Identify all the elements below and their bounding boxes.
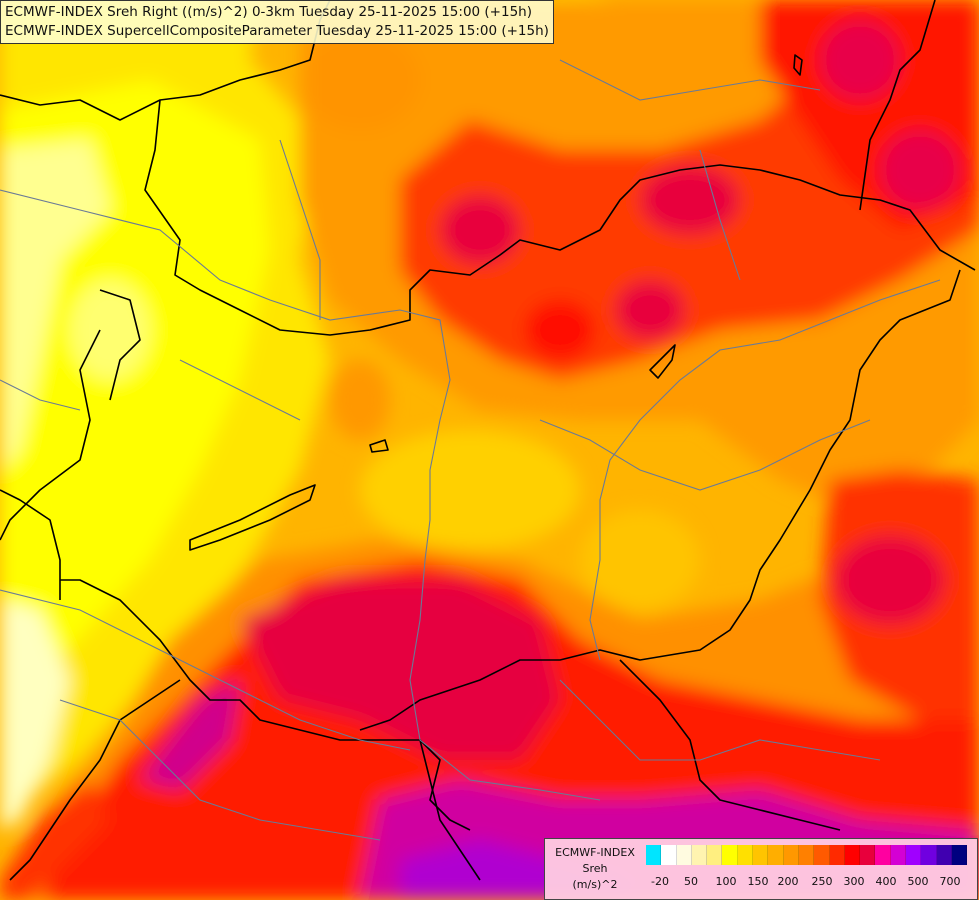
- field-yellow-pale-spot: [70, 280, 150, 380]
- legend-swatch: [829, 845, 845, 865]
- legend-swatch: [783, 845, 799, 865]
- field-red-spot-1: [525, 300, 595, 360]
- legend-colorbar: [646, 845, 968, 865]
- legend-swatch: [875, 845, 891, 865]
- lake-neusiedl: [369, 439, 389, 453]
- legend-swatch: [722, 845, 738, 865]
- map-title-box: ECMWF-INDEX Sreh Right ((m/s)^2) 0-3km T…: [0, 0, 554, 44]
- legend-tick-label: 150: [747, 875, 769, 888]
- legend-swatch: [936, 845, 952, 865]
- legend-tick-label: 500: [907, 875, 929, 888]
- legend-swatch: [768, 845, 784, 865]
- field-yellow-center: [360, 430, 580, 550]
- legend-tick-label: 700: [939, 875, 961, 888]
- legend-tick-label: 50: [684, 875, 698, 888]
- legend-tick-label: 250: [811, 875, 833, 888]
- border-west-2: [99, 289, 141, 401]
- legend-swatch: [921, 845, 937, 865]
- legend-swatch: [814, 845, 830, 865]
- legend-title-line3: (m/s)^2: [572, 878, 618, 891]
- border-austria-slovenia: [0, 329, 101, 541]
- field-crimson-4: [820, 20, 900, 100]
- legend-tick-label: -20: [651, 875, 669, 888]
- legend-title: ECMWF-INDEX Sreh (m/s)^2: [545, 845, 645, 893]
- legend-title-line2: Sreh: [582, 862, 608, 875]
- legend-title-line1: ECMWF-INDEX: [555, 846, 635, 859]
- legend-ticks: -20 50 100 150 200 250 300 400 500 700: [646, 875, 966, 891]
- river-danube: [0, 189, 601, 801]
- legend-swatch: [890, 845, 907, 865]
- legend-swatch: [951, 845, 968, 865]
- border-serbia-romania: [619, 659, 841, 831]
- legend-swatch: [753, 845, 769, 865]
- field-red-sw-edge: [0, 780, 110, 900]
- legend-tick-label: 400: [875, 875, 897, 888]
- legend-tick-label: 100: [715, 875, 737, 888]
- field-orange-west: [330, 360, 390, 440]
- field-crimson-1: [440, 195, 520, 265]
- border-czech-austria: [144, 99, 976, 336]
- field-crimson-5: [880, 130, 960, 210]
- field-yellow-mid: [580, 510, 700, 610]
- legend-tick-label: 300: [843, 875, 865, 888]
- color-legend: ECMWF-INDEX Sreh (m/s)^2 -20 50 100 150 200 2…: [544, 838, 978, 900]
- legend-swatch: [860, 845, 876, 865]
- lake-north: [793, 54, 803, 76]
- legend-swatch: [737, 845, 754, 865]
- legend-swatch: [646, 845, 662, 865]
- legend-swatch: [906, 845, 922, 865]
- field-crimson-3: [615, 280, 685, 340]
- country-borders: [0, 0, 976, 881]
- admin-line-4: [559, 679, 881, 761]
- admin-line-2: [539, 419, 871, 491]
- field-yellow-pale: [0, 140, 110, 470]
- admin-line-7: [179, 359, 301, 421]
- field-magenta-sw: [140, 680, 240, 790]
- border-north-1: [0, 0, 331, 121]
- border-slovenia-croatia: [60, 579, 471, 831]
- border-slovakia-ukraine: [859, 0, 936, 211]
- border-hungary-romania: [359, 269, 961, 731]
- field-yellow-pale-sw: [0, 600, 70, 830]
- river-island: [649, 344, 676, 379]
- legend-swatch: [844, 845, 861, 865]
- admin-line-3: [699, 149, 741, 281]
- admin-line-5: [59, 699, 381, 841]
- map-title-line1: ECMWF-INDEX Sreh Right ((m/s)^2) 0-3km T…: [5, 4, 532, 20]
- border-croatia-bosnia: [9, 679, 181, 881]
- rivers-admin: [0, 59, 941, 841]
- legend-swatch: [661, 845, 677, 865]
- legend-swatch: [676, 845, 692, 865]
- admin-line-8: [0, 379, 81, 411]
- admin-line-6: [559, 59, 821, 101]
- field-crimson-east: [835, 535, 945, 625]
- map-title-line2: ECMWF-INDEX SupercellCompositeParameter …: [5, 23, 549, 39]
- field-crimson-south: [240, 580, 560, 760]
- lake-balaton: [189, 484, 316, 551]
- legend-swatch: [707, 845, 723, 865]
- border-bosnia-serbia: [419, 739, 481, 881]
- legend-tick-label: 200: [777, 875, 799, 888]
- legend-swatch: [691, 845, 708, 865]
- field-orange-nw: [300, 30, 420, 130]
- river-drava: [0, 589, 411, 751]
- river-tisza: [589, 279, 941, 661]
- admin-line-1: [279, 139, 321, 320]
- field-crimson-2: [640, 165, 740, 235]
- border-west-1: [0, 489, 61, 600]
- legend-swatch: [798, 845, 815, 865]
